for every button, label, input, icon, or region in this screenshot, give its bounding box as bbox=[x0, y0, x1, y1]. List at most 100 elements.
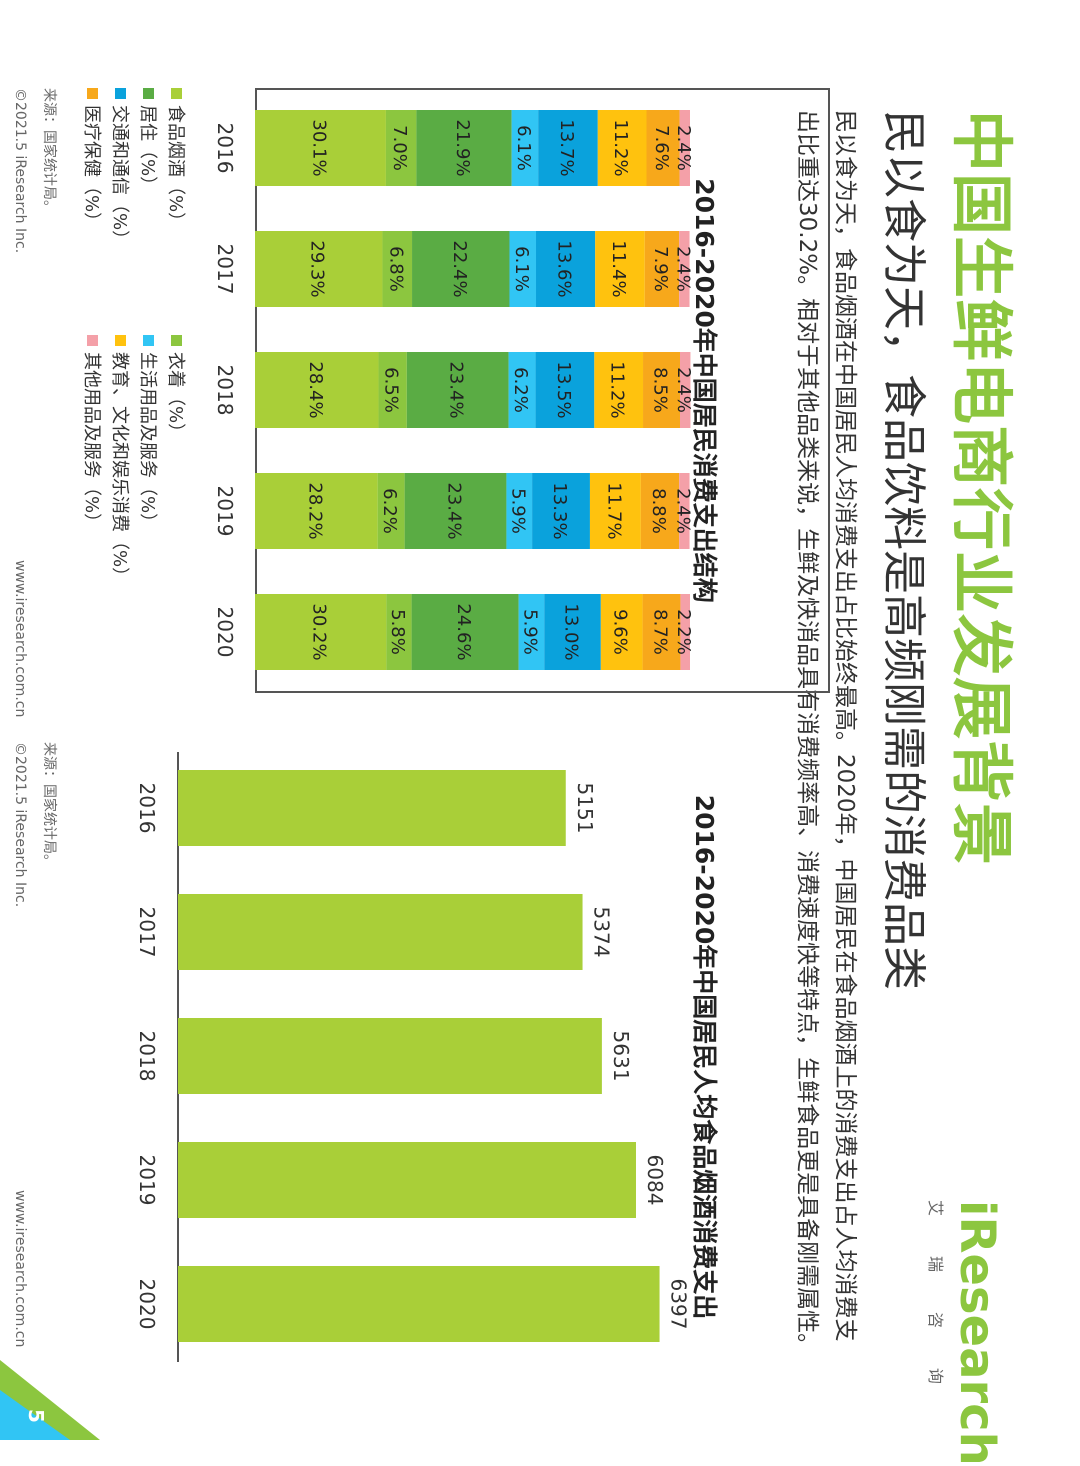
legend-item: 居住（%） bbox=[136, 88, 162, 194]
segment-label: 11.4% bbox=[608, 240, 629, 297]
bar bbox=[178, 894, 583, 970]
right-source: 来源：国家统计局。 bbox=[41, 742, 57, 868]
stacked-segment bbox=[640, 473, 680, 549]
stacked-segment bbox=[643, 352, 680, 428]
segment-label: 2.4% bbox=[673, 125, 694, 171]
segment-label: 24.6% bbox=[453, 603, 474, 660]
stacked-segment bbox=[544, 594, 601, 670]
stacked-segment bbox=[595, 231, 645, 307]
stacked-segment bbox=[644, 231, 680, 307]
segment-label: 7.0% bbox=[389, 125, 410, 171]
stacked-segment bbox=[679, 473, 690, 549]
legend-swatch bbox=[115, 335, 127, 346]
left-source: 来源：国家统计局。 bbox=[41, 88, 57, 214]
bar-chart: 5151 2016 5374 2017 5631 2018 6084 2019 6397 2020 bbox=[135, 752, 691, 1362]
stacked-segment bbox=[594, 352, 644, 428]
stacked-segment bbox=[385, 110, 417, 186]
left-copyright: ©2021.5 iResearch Inc. bbox=[12, 88, 28, 254]
stacked-chart: 30.1% 7.0% 21.9% 6.1% 13.7% 11.2% 7.6% 2.4%2016… bbox=[213, 110, 694, 670]
legend-label: 医疗保健（%） bbox=[81, 105, 102, 231]
left-url: www.iresearch.com.cn bbox=[12, 560, 28, 718]
stacked-segment bbox=[378, 352, 407, 428]
legend-swatch bbox=[87, 335, 99, 346]
segment-label: 5.9% bbox=[507, 488, 528, 534]
legend-swatch bbox=[115, 88, 127, 99]
segment-label: 11.7% bbox=[603, 482, 624, 539]
bar-value-label: 6397 bbox=[667, 1279, 691, 1330]
segment-label: 7.6% bbox=[651, 125, 672, 171]
stacked-segment bbox=[679, 352, 691, 428]
x-tick-label: 2016 bbox=[135, 783, 159, 834]
legend-label: 教育、文化和娱乐消费（%） bbox=[109, 352, 130, 586]
segment-label: 2.4% bbox=[672, 246, 693, 292]
bar-value-label: 5374 bbox=[590, 907, 614, 958]
stacked-segment bbox=[518, 594, 545, 670]
stacked-segment bbox=[254, 231, 383, 307]
segment-label: 2.4% bbox=[672, 488, 693, 534]
page-number: 5 bbox=[24, 1409, 48, 1423]
segment-label: 23.4% bbox=[444, 482, 465, 539]
bar-value-label: 5631 bbox=[609, 1031, 633, 1082]
legend-swatch bbox=[171, 335, 183, 346]
segment-label: 6.5% bbox=[381, 367, 402, 413]
stacked-segment bbox=[255, 473, 378, 549]
stacked-segment bbox=[597, 110, 647, 186]
x-tick-label: 2017 bbox=[135, 907, 159, 958]
segment-label: 2.4% bbox=[673, 367, 694, 413]
stacked-segment bbox=[679, 110, 690, 186]
segment-label: 6.1% bbox=[511, 246, 532, 292]
segment-label: 21.9% bbox=[452, 119, 473, 176]
legend-item: 衣着（%） bbox=[164, 335, 190, 441]
x-tick-label: 2020 bbox=[213, 607, 237, 658]
stacked-segment bbox=[538, 110, 598, 186]
legend-label: 居住（%） bbox=[137, 105, 158, 195]
segment-label: 30.1% bbox=[308, 119, 329, 176]
stacked-segment bbox=[642, 594, 681, 670]
x-tick-label: 2018 bbox=[213, 365, 237, 416]
segment-label: 8.5% bbox=[650, 367, 671, 413]
stacked-segment bbox=[509, 231, 537, 307]
stacked-segment bbox=[536, 231, 596, 307]
segment-label: 13.3% bbox=[549, 482, 570, 539]
x-tick-label: 2020 bbox=[135, 1279, 159, 1330]
stacked-segment bbox=[382, 231, 413, 307]
segment-label: 13.6% bbox=[554, 240, 575, 297]
right-copyright: ©2021.5 iResearch Inc. bbox=[12, 742, 28, 908]
segment-label: 6.2% bbox=[379, 488, 400, 534]
x-tick-label: 2017 bbox=[213, 244, 237, 295]
stacked-segment bbox=[377, 473, 405, 549]
segment-label: 11.2% bbox=[610, 119, 631, 176]
stacked-segment bbox=[680, 594, 690, 670]
bar bbox=[178, 1142, 636, 1218]
legend-item: 交通和通信（%） bbox=[108, 88, 134, 248]
legend-item: 生活用品及服务（%） bbox=[136, 335, 162, 531]
segment-label: 22.4% bbox=[449, 240, 470, 297]
legend-item: 食品烟酒（%） bbox=[164, 88, 190, 230]
legend-label: 交通和通信（%） bbox=[109, 105, 130, 249]
legend-label: 生活用品及服务（%） bbox=[137, 352, 158, 532]
segment-label: 28.2% bbox=[304, 482, 325, 539]
stacked-segment bbox=[406, 352, 509, 428]
legend-item: 教育、文化和娱乐消费（%） bbox=[108, 335, 134, 585]
bar bbox=[178, 1266, 660, 1342]
segment-label: 29.3% bbox=[307, 240, 328, 297]
segment-label: 9.6% bbox=[610, 609, 631, 655]
stacked-segment bbox=[255, 594, 387, 670]
stacked-segment bbox=[412, 231, 510, 307]
x-tick-label: 2016 bbox=[213, 123, 237, 174]
segment-label: 13.7% bbox=[556, 119, 577, 176]
legend-label: 食品烟酒（%） bbox=[165, 105, 186, 231]
segment-label: 2.2% bbox=[673, 609, 694, 655]
segment-label: 5.8% bbox=[387, 609, 408, 655]
stacked-chart-legend: 食品烟酒（%） 衣着（%） 居住（%） 生活用品及服务（%） 交通和通信（%） 教育、文化… bbox=[0, 0, 1080, 720]
x-tick-label: 2018 bbox=[135, 1031, 159, 1082]
stacked-segment bbox=[511, 110, 539, 186]
bar bbox=[178, 1018, 602, 1094]
stacked-segment bbox=[411, 594, 519, 670]
segment-label: 6.1% bbox=[513, 125, 534, 171]
segment-label: 5.9% bbox=[519, 609, 540, 655]
segment-label: 30.2% bbox=[309, 603, 330, 660]
stacked-segment bbox=[646, 110, 680, 186]
x-tick-label: 2019 bbox=[213, 486, 237, 537]
